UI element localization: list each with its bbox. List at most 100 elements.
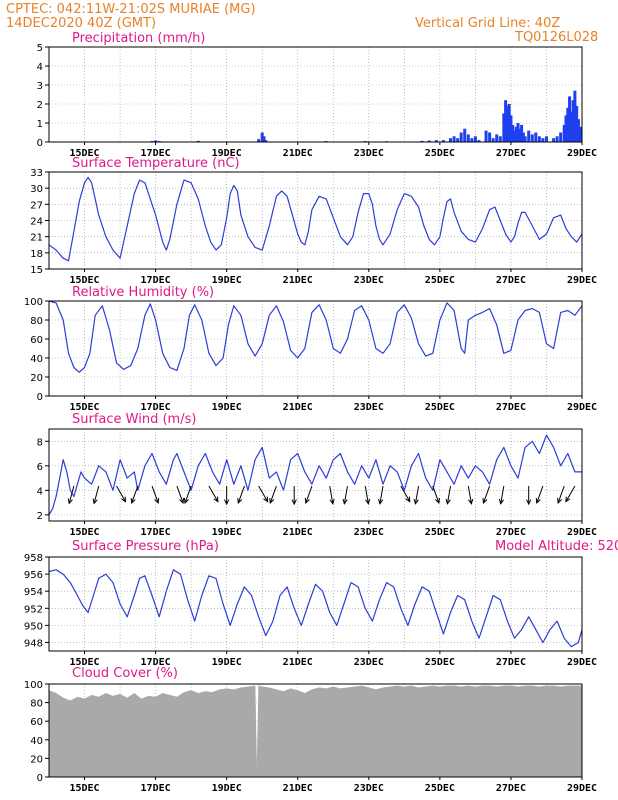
precip-bar bbox=[441, 140, 445, 142]
precip-bar bbox=[504, 100, 508, 142]
precip-bar bbox=[463, 128, 467, 142]
cloud-ytick-label: 20 bbox=[30, 754, 43, 765]
header-location: CPTEC: 042:11W-21:02S MURIAE (MG) bbox=[6, 2, 256, 17]
precip-xtick-label: 25DEC bbox=[425, 148, 455, 159]
precip-bar bbox=[420, 140, 424, 142]
wind-arrow bbox=[413, 485, 420, 505]
precip-bar bbox=[552, 138, 556, 142]
precip-xtick-label: 15DEC bbox=[69, 148, 99, 159]
rh-title: Relative Humidity (%) bbox=[72, 285, 214, 300]
panels: 0 1 2 3 4 5 15DEC 17DEC 19DEC 21DEC 23DEC 25DEC 27DE… bbox=[24, 31, 597, 794]
wind-arrow bbox=[224, 486, 230, 506]
precip-bar bbox=[260, 132, 264, 142]
cloud-ytick-label: 40 bbox=[30, 736, 43, 747]
precip-bar bbox=[264, 140, 268, 142]
wind-ytick-label: 4 bbox=[37, 486, 43, 497]
precip-bar bbox=[521, 132, 525, 142]
precip-bar bbox=[530, 134, 534, 142]
precip-xtick-label: 29DEC bbox=[567, 148, 597, 159]
precip-bar bbox=[527, 130, 531, 142]
model-altitude: Model Altitude: 520.259 m bbox=[495, 539, 618, 554]
wind-arrow bbox=[535, 485, 544, 505]
rh-xtick-label: 21DEC bbox=[283, 402, 313, 413]
precip-bar bbox=[537, 136, 541, 142]
temp-ytick-label: 21 bbox=[30, 233, 43, 244]
temp-title: Surface Temperature (nC) bbox=[72, 156, 240, 171]
wind-xtick-label: 21DEC bbox=[283, 527, 313, 538]
header-run-id: TQ0126L028 bbox=[514, 30, 598, 45]
wind-arrow bbox=[130, 485, 139, 505]
precip-bar bbox=[154, 140, 158, 142]
wind-arrow bbox=[557, 485, 565, 505]
header-grid-note: Vertical Grid Line: 40Z bbox=[415, 16, 560, 31]
temp-xtick-label: 17DEC bbox=[141, 275, 171, 286]
wind-arrow bbox=[498, 485, 505, 505]
wind-xtick-label: 27DEC bbox=[496, 527, 526, 538]
precip-ytick-label: 1 bbox=[37, 119, 43, 130]
precip-bar bbox=[257, 139, 261, 142]
rh-panel: 0 20 40 60 80 100 15DEC 17DEC 19DEC 21DEC 23DEC 25D… bbox=[24, 285, 597, 413]
temp-xtick-label: 23DEC bbox=[354, 275, 384, 286]
pressure-ytick-label: 956 bbox=[24, 570, 43, 581]
cloud-xtick-label: 21DEC bbox=[283, 783, 313, 794]
rh-xtick-label: 17DEC bbox=[141, 402, 171, 413]
wind-arrow bbox=[291, 486, 297, 506]
temp-ytick-label: 24 bbox=[30, 217, 43, 228]
precip-ytick-label: 3 bbox=[37, 81, 43, 92]
precip-bar bbox=[564, 115, 568, 142]
wind-xtick-label: 25DEC bbox=[425, 527, 455, 538]
rh-ytick-label: 80 bbox=[30, 316, 43, 327]
wind-arrow bbox=[304, 485, 313, 505]
precip-bar bbox=[196, 140, 200, 142]
wind-xtick-label: 19DEC bbox=[212, 527, 242, 538]
wind-arrow bbox=[445, 485, 452, 505]
wind-arrow bbox=[176, 485, 185, 505]
wind-arrow bbox=[378, 485, 384, 505]
wind-arrow bbox=[329, 485, 335, 505]
pressure-ytick-label: 950 bbox=[24, 621, 43, 632]
wind-frame bbox=[48, 428, 583, 522]
precip-xtick-label: 17DEC bbox=[141, 148, 171, 159]
wind-arrow bbox=[364, 485, 371, 505]
precip-bar bbox=[555, 136, 559, 142]
wind-arrow bbox=[208, 485, 219, 503]
precip-bar bbox=[541, 138, 545, 142]
wind-ytick-label: 8 bbox=[37, 437, 43, 448]
rh-ytick-label: 60 bbox=[30, 335, 43, 346]
precip-ytick-label: 5 bbox=[37, 43, 43, 54]
pressure-panel: 948 950 952 954 956 958 15DEC 17DEC 19DEC 21DEC 23… bbox=[24, 539, 597, 668]
temp-ytick-label: 15 bbox=[30, 265, 43, 276]
temp-series-line bbox=[48, 176, 583, 262]
precip-bar bbox=[459, 132, 463, 142]
precip-bar bbox=[484, 130, 488, 142]
pressure-xtick-label: 19DEC bbox=[212, 657, 242, 668]
precip-bar bbox=[498, 136, 502, 142]
precip-bar bbox=[576, 119, 580, 142]
precip-title: Precipitation (mm/h) bbox=[72, 31, 205, 46]
wind-ytick-label: 2 bbox=[37, 511, 43, 522]
precip-bar bbox=[505, 105, 509, 142]
pressure-ytick-label: 952 bbox=[24, 604, 43, 615]
pressure-frame bbox=[48, 556, 583, 652]
wind-series-line bbox=[48, 434, 582, 516]
rh-ytick-label: 100 bbox=[24, 297, 43, 308]
rh-ytick-label: 20 bbox=[30, 373, 43, 384]
wind-panel: 2 4 6 8 15DEC 17DEC 19DEC 21DEC 23DEC 25DEC 27DEC 2… bbox=[37, 412, 597, 538]
cloud-frame bbox=[48, 683, 583, 778]
precip-bar bbox=[578, 126, 582, 142]
precip-bar bbox=[495, 134, 499, 142]
wind-arrow bbox=[237, 485, 245, 505]
precip-bar bbox=[466, 134, 470, 142]
precip-bar bbox=[452, 136, 456, 142]
wind-arrow bbox=[92, 485, 100, 505]
precip-bar bbox=[456, 138, 460, 142]
precip-xtick-label: 23DEC bbox=[354, 148, 384, 159]
cloud-xtick-label: 23DEC bbox=[354, 783, 384, 794]
precip-bar bbox=[544, 136, 548, 142]
pressure-xtick-label: 27DEC bbox=[496, 657, 526, 668]
wind-arrow bbox=[400, 485, 411, 503]
precip-bar bbox=[427, 140, 431, 142]
temp-xtick-label: 15DEC bbox=[69, 275, 99, 286]
precip-frame bbox=[48, 46, 583, 143]
precip-xtick-label: 27DEC bbox=[496, 148, 526, 159]
